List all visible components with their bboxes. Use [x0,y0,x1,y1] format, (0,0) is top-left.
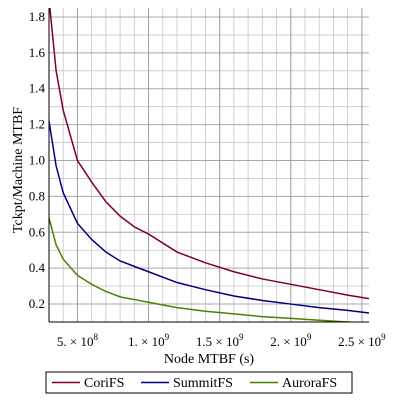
y-tick-label: 1.0 [29,153,45,168]
series-line-corifs [49,8,369,300]
legend-label-corifs: CoriFS [84,376,124,391]
axes [48,8,369,323]
y-tick-label: 0.2 [29,296,45,311]
y-tick-label: 0.4 [29,260,46,275]
x-tick-label: 1. × 109 [128,332,170,349]
x-tick-label: 2. × 109 [270,332,312,349]
grid [48,8,369,323]
y-tick-label: 0.8 [29,188,45,203]
series-line-aurorafs [49,217,366,322]
y-tick-label: 1.2 [29,117,45,132]
legend: CoriFS SummitFS AuroraFS [45,371,353,394]
y-tick-label: 0.6 [29,224,46,239]
y-tick-label: 1.8 [29,9,45,24]
y-axis-label: Tckpt/Machine MTBF [11,107,26,233]
x-tick-label: 5. × 108 [57,332,99,349]
y-tick-label: 1.6 [29,45,46,60]
series-line-summitfs [49,120,369,314]
legend-label-summitfs: SummitFS [173,376,233,391]
legend-box [45,371,353,394]
tick-labels: 0.2 0.4 0.6 0.8 1.0 1.2 1.4 1.6 1.8 5. × 108 1. × … [29,9,386,349]
x-tick-label: 1.5 × 109 [196,332,244,349]
x-axis-label: Node MTBF (s) [164,352,255,367]
x-tick-label: 2.5 × 109 [338,332,386,349]
y-tick-label: 1.4 [29,81,46,96]
legend-label-aurorafs: AuroraFS [282,376,337,391]
series-lines [49,8,369,322]
